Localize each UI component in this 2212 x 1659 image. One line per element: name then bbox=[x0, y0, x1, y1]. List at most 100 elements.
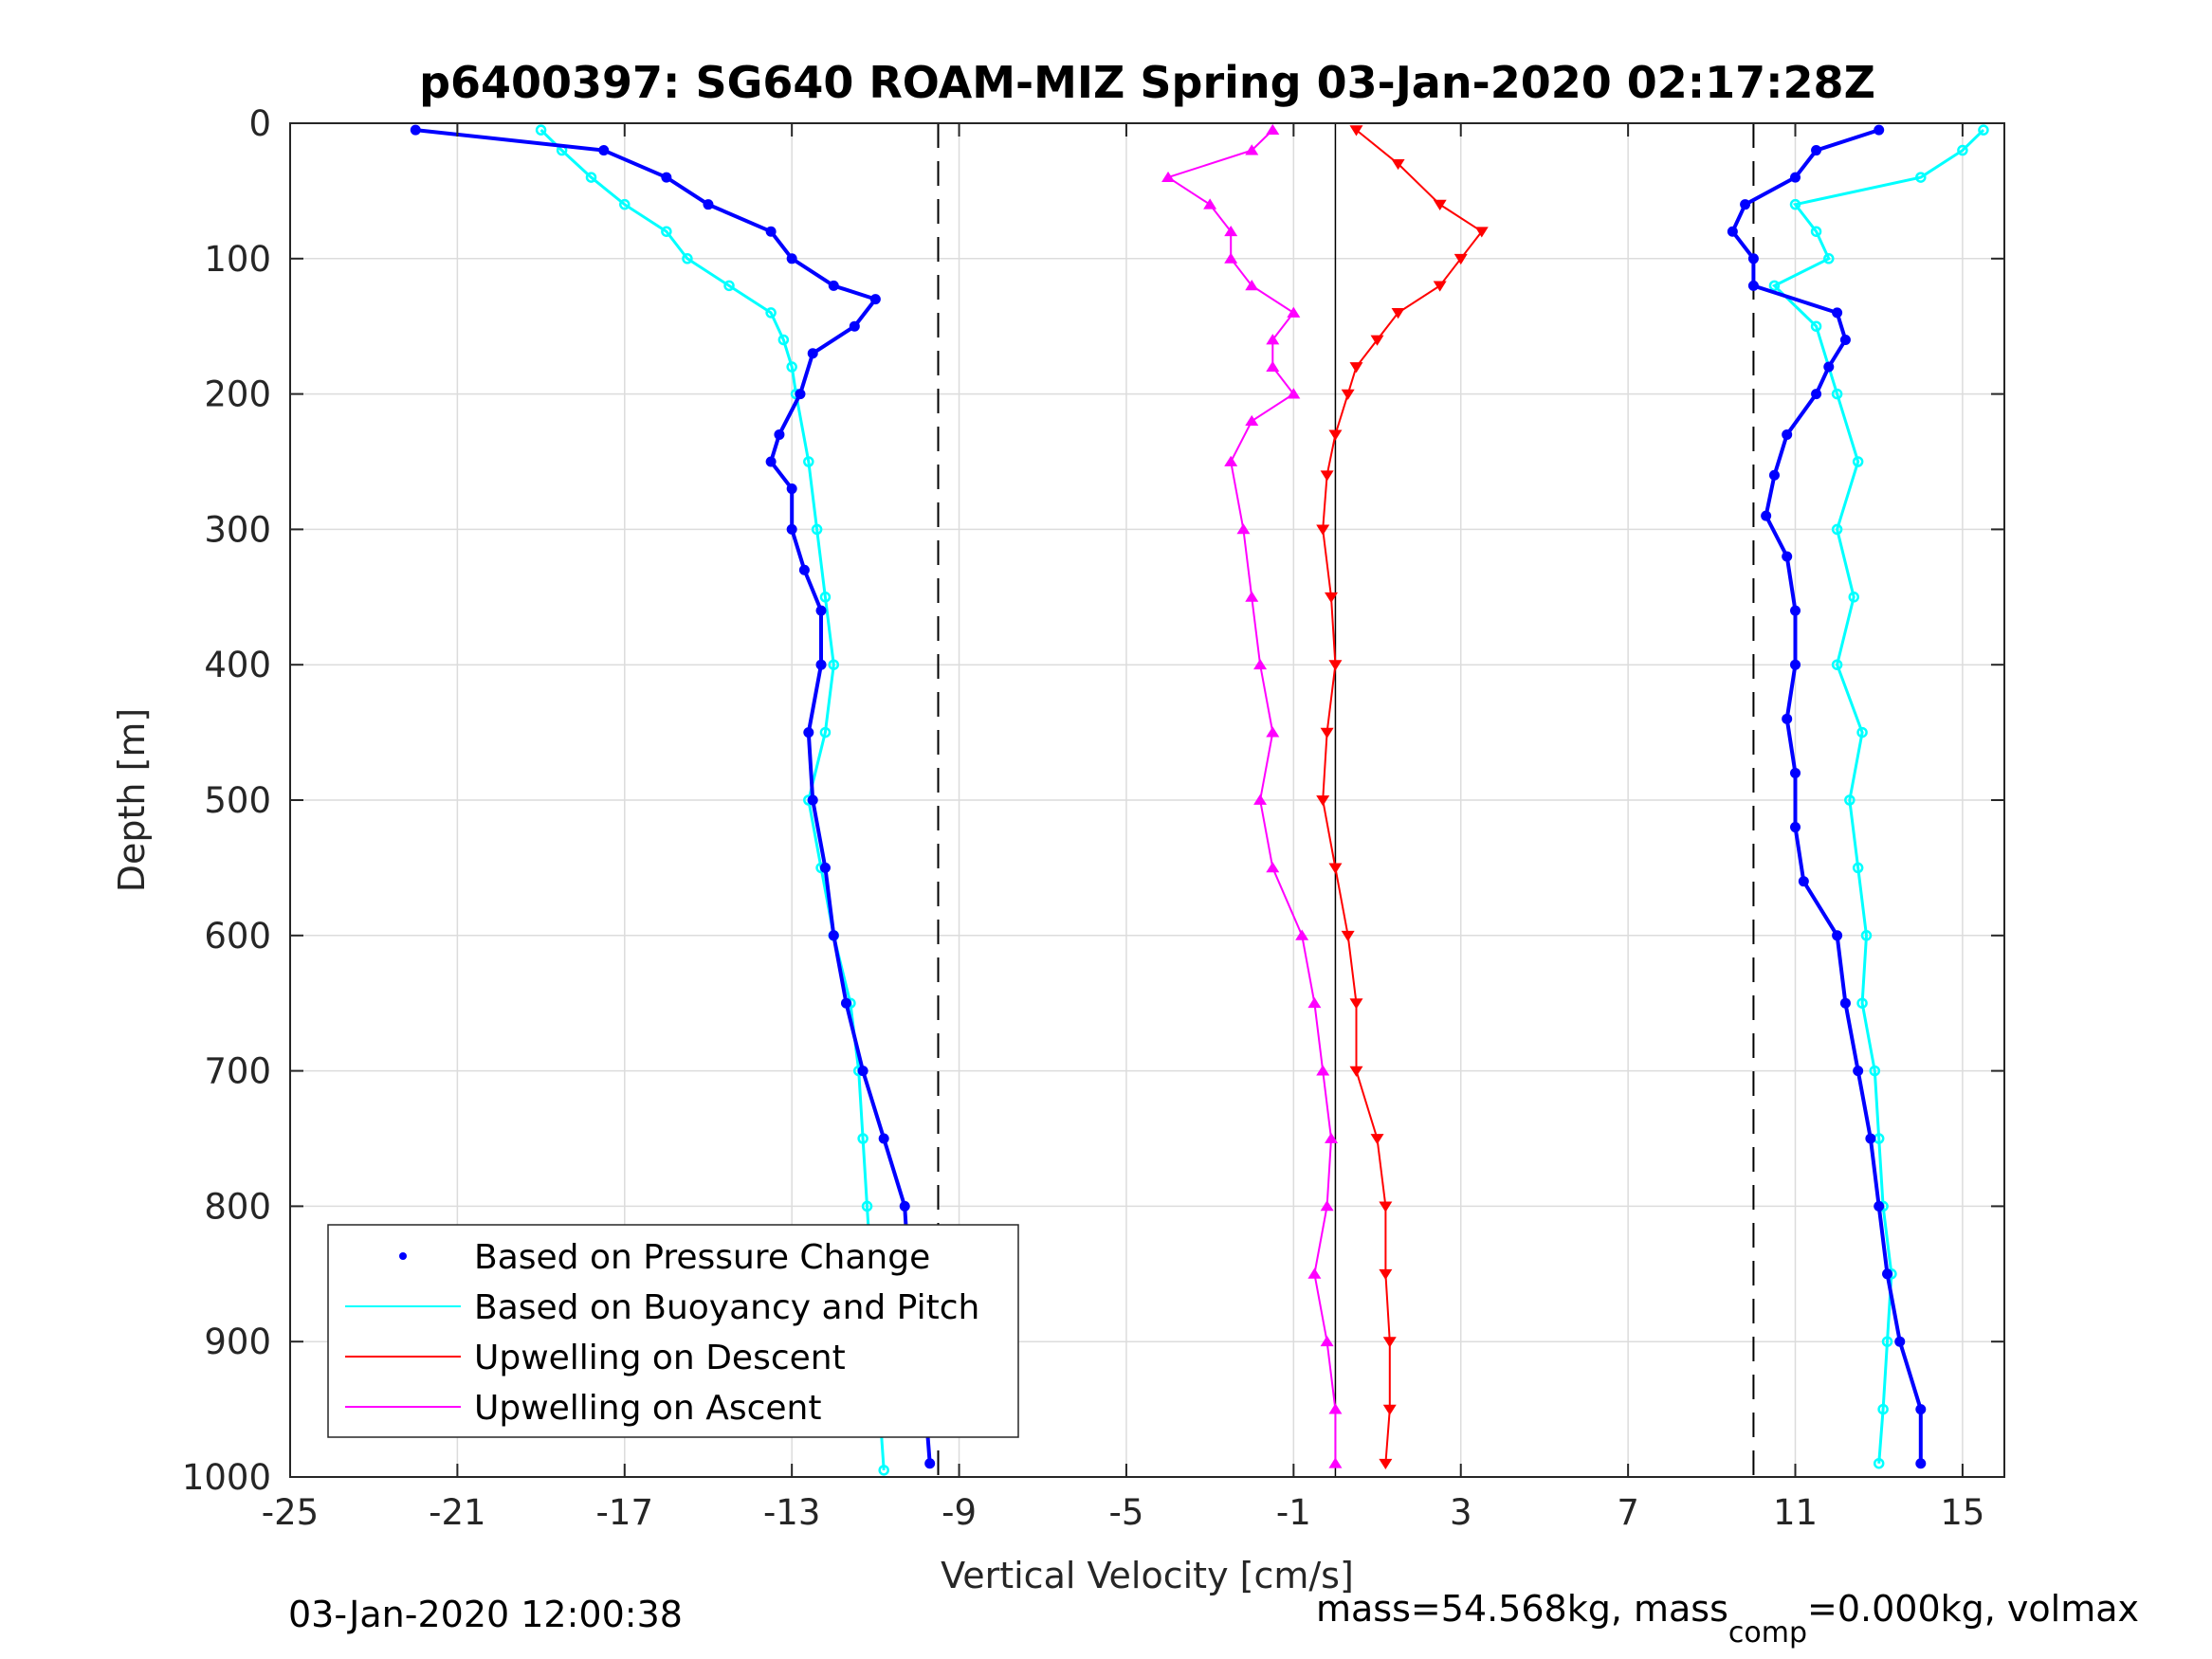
legend-box bbox=[327, 1224, 1019, 1438]
buoyancy-point bbox=[1852, 456, 1864, 467]
x-tick-label: -25 bbox=[262, 1492, 319, 1533]
upwelling-descent-point bbox=[1325, 592, 1339, 604]
x-tick-label: -13 bbox=[763, 1492, 820, 1533]
legend-item-upwelling-descent: Upwelling on Descent bbox=[345, 1339, 846, 1377]
buoyancy-point bbox=[1844, 794, 1856, 806]
footer-mass-sub: comp bbox=[1728, 1616, 1807, 1650]
pressure-point bbox=[661, 172, 672, 183]
buoyancy-point bbox=[1957, 144, 1968, 156]
buoyancy-point bbox=[803, 456, 814, 467]
pressure-point bbox=[807, 348, 818, 359]
footer-mass: mass=54.568kg, masscomp=0.000kg, volmax bbox=[1316, 1588, 2139, 1650]
legend-item-pressure: Based on Pressure Change bbox=[399, 1238, 930, 1277]
pressure-point bbox=[1874, 124, 1885, 136]
upwelling-descent-point bbox=[1349, 998, 1363, 1010]
pressure-point bbox=[1747, 280, 1759, 291]
upwelling-ascent-point bbox=[1266, 360, 1280, 372]
buoyancy-point bbox=[1831, 388, 1843, 400]
y-tick-label: 500 bbox=[204, 780, 271, 821]
x-tick-label: 7 bbox=[1617, 1492, 1639, 1533]
buoyancy-point bbox=[1810, 226, 1822, 237]
pressure-point bbox=[1832, 307, 1843, 319]
x-tick-label: -21 bbox=[429, 1492, 485, 1533]
buoyancy-point bbox=[765, 307, 777, 319]
buoyancy-point bbox=[1881, 1336, 1893, 1347]
upwelling-descent-point bbox=[1349, 1066, 1363, 1077]
buoyancy-point bbox=[878, 1465, 889, 1476]
pressure-point bbox=[828, 930, 839, 941]
buoyancy-point bbox=[1856, 997, 1868, 1009]
pressure-point bbox=[1782, 551, 1793, 562]
legend-item-upwelling-ascent: Upwelling on Ascent bbox=[345, 1389, 821, 1428]
upwelling-ascent-point bbox=[1253, 658, 1268, 670]
upwelling-descent-point bbox=[1341, 389, 1355, 400]
pressure-point bbox=[410, 124, 421, 136]
footer-mass-rest: =0.000kg, volmax bbox=[1807, 1588, 2139, 1630]
upwelling-ascent-point bbox=[1203, 198, 1217, 210]
pressure-point bbox=[849, 320, 860, 332]
upwelling-ascent-point bbox=[1328, 1457, 1343, 1468]
pressure-point bbox=[803, 727, 814, 738]
pressure-point bbox=[1768, 469, 1780, 481]
buoyancy-point bbox=[585, 172, 597, 183]
upwelling-ascent-point bbox=[1245, 591, 1259, 602]
buoyancy-point bbox=[1978, 124, 1989, 136]
upwelling-descent-point bbox=[1328, 660, 1343, 671]
buoyancy-point bbox=[828, 659, 840, 670]
upwelling-ascent-point bbox=[1245, 414, 1259, 427]
upwelling-ascent-point bbox=[1266, 862, 1280, 873]
x-tick-label: -1 bbox=[1276, 1492, 1311, 1533]
y-tick-label: 0 bbox=[248, 103, 271, 144]
buoyancy-point bbox=[1873, 1457, 1885, 1469]
upwelling-ascent-point bbox=[1307, 1267, 1322, 1279]
pressure-point bbox=[857, 1066, 868, 1077]
upwelling-descent-point bbox=[1474, 227, 1489, 238]
y-axis-label: Depth [m] bbox=[111, 708, 153, 893]
upwelling-descent-point bbox=[1379, 1458, 1393, 1470]
upwelling-ascent-point bbox=[1266, 123, 1280, 136]
pressure-point bbox=[1790, 172, 1801, 183]
x-tick-label: -5 bbox=[1108, 1492, 1143, 1533]
pressure-point bbox=[1811, 145, 1822, 156]
buoyancy-point bbox=[811, 523, 823, 536]
buoyancy-point bbox=[661, 226, 672, 237]
pressure-point bbox=[1790, 767, 1801, 778]
pressure-point bbox=[765, 456, 777, 467]
pressure-point bbox=[1882, 1268, 1893, 1280]
pressure-point bbox=[774, 428, 785, 440]
pressure-point bbox=[815, 659, 827, 670]
pressure-point bbox=[1740, 199, 1751, 210]
upwelling-descent-point bbox=[1328, 863, 1343, 874]
pressure-point bbox=[798, 564, 810, 575]
buoyancy-line bbox=[539, 129, 886, 1471]
legend-swatch-pressure bbox=[399, 1252, 407, 1260]
pressure-point bbox=[869, 294, 881, 305]
x-tick-label: -9 bbox=[941, 1492, 977, 1533]
legend: Based on Pressure Change Based on Buoyan… bbox=[327, 1224, 1019, 1438]
buoyancy-point bbox=[1852, 862, 1864, 874]
y-tick-label: 600 bbox=[204, 916, 271, 957]
buoyancy-point bbox=[1860, 930, 1873, 941]
y-tick-label: 900 bbox=[204, 1322, 271, 1362]
x-tick-label: 3 bbox=[1450, 1492, 1472, 1533]
pressure-point bbox=[1790, 659, 1801, 670]
upwelling-ascent-point bbox=[1295, 929, 1309, 940]
y-tick-label: 100 bbox=[204, 239, 271, 280]
pressure-point bbox=[786, 253, 797, 264]
upwelling-descent-point bbox=[1328, 429, 1343, 441]
pressure-point bbox=[899, 1200, 910, 1212]
legend-item-buoyancy: Based on Buoyancy and Pitch bbox=[345, 1288, 979, 1327]
upwelling-ascent-point bbox=[1320, 1335, 1334, 1347]
footer-timestamp: 03-Jan-2020 12:00:38 bbox=[288, 1594, 683, 1635]
pressure-point bbox=[840, 997, 851, 1009]
buoyancy-point bbox=[1831, 659, 1843, 670]
buoyancy-point bbox=[1869, 1065, 1881, 1077]
upwelling-ascent-point bbox=[1320, 1200, 1334, 1212]
buoyancy-point bbox=[1768, 280, 1781, 292]
upwelling-ascent-point bbox=[1245, 280, 1259, 291]
pressure-point bbox=[1915, 1404, 1927, 1415]
upwelling-ascent-point bbox=[1307, 996, 1322, 1009]
pressure-point bbox=[1853, 1066, 1864, 1077]
pressure-point bbox=[703, 199, 714, 210]
